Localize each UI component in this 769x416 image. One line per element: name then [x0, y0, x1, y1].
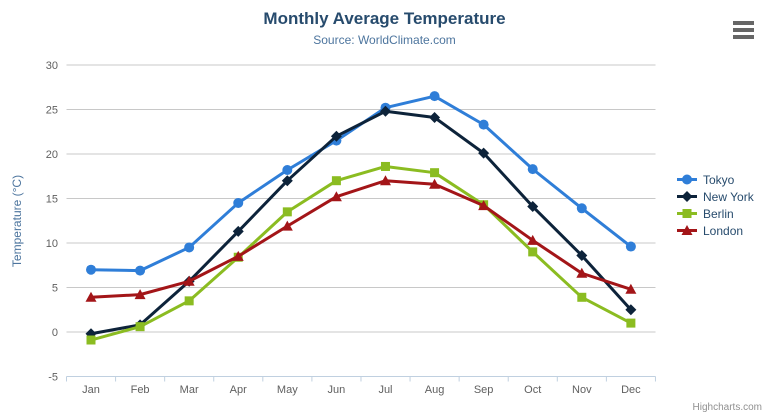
data-point-marker-tokyo[interactable]: [429, 91, 440, 102]
data-point-marker-berlin[interactable]: [282, 207, 292, 217]
data-point-marker-london[interactable]: [478, 200, 490, 211]
data-point-marker-berlin[interactable]: [380, 161, 390, 171]
data-point-marker-new-york[interactable]: [330, 130, 342, 142]
legend-marker-icon: [677, 174, 697, 185]
hamburger-icon[interactable]: [733, 21, 754, 39]
data-point-marker-berlin[interactable]: [86, 335, 96, 345]
x-axis-label: Aug: [425, 384, 445, 396]
credits-link[interactable]: Highcharts.com: [692, 402, 762, 413]
y-axis-tick-label: 0: [52, 327, 58, 339]
hamburger-bar: [733, 21, 754, 25]
data-point-marker-tokyo[interactable]: [478, 119, 489, 130]
chart-title: Monthly Average Temperature: [263, 9, 506, 28]
data-point-marker-london[interactable]: [330, 191, 342, 202]
data-point-marker-tokyo[interactable]: [527, 164, 538, 175]
x-axis-label: Mar: [180, 384, 199, 396]
series-line-berlin: [89, 164, 633, 342]
x-axis-label: Jun: [328, 384, 346, 396]
legend-item-berlin[interactable]: Berlin: [676, 205, 754, 222]
legend-marker-london: [681, 225, 693, 235]
data-point-marker-london[interactable]: [232, 250, 244, 261]
x-axis-label: Feb: [131, 384, 150, 396]
data-point-marker-london[interactable]: [134, 289, 146, 300]
data-point-marker-london[interactable]: [576, 267, 588, 278]
data-point-marker-new-york[interactable]: [625, 304, 637, 316]
legend-marker-icon: [677, 209, 697, 218]
legend-label-tokyo: Tokyo: [703, 172, 735, 187]
data-point-marker-london[interactable]: [625, 283, 637, 294]
series-line-london: [89, 179, 633, 299]
data-point-marker-berlin[interactable]: [577, 292, 587, 302]
data-point-marker-berlin[interactable]: [528, 247, 538, 257]
data-point-marker-new-york[interactable]: [429, 112, 441, 124]
x-axis-label: Oct: [524, 384, 541, 396]
data-point-marker-berlin[interactable]: [430, 168, 440, 178]
data-point-marker-berlin[interactable]: [135, 322, 145, 332]
data-point-marker-tokyo[interactable]: [184, 242, 195, 253]
series-tokyo: [86, 91, 636, 276]
data-point-marker-london[interactable]: [379, 175, 391, 186]
y-axis-tick-label: 15: [46, 194, 58, 206]
data-point-marker-new-york[interactable]: [379, 105, 391, 117]
y-axis-tick-label: 25: [46, 105, 58, 117]
series-new-york: [85, 105, 637, 340]
hamburger-bar: [733, 35, 754, 39]
data-point-marker-new-york[interactable]: [478, 147, 490, 159]
chart-legend: Tokyo New York Berlin London: [676, 171, 754, 239]
legend-marker-tokyo: [682, 174, 692, 185]
legend-label-new-york: New York: [703, 189, 754, 204]
y-axis-tick-label: 20: [46, 149, 58, 161]
x-axis-label: Dec: [621, 384, 641, 396]
legend-label-berlin: Berlin: [703, 206, 734, 221]
series-london: [85, 175, 637, 302]
data-point-marker-tokyo[interactable]: [576, 203, 587, 214]
data-point-marker-berlin[interactable]: [626, 318, 636, 328]
legend-marker-icon: [677, 225, 697, 235]
x-axis-label: Jan: [82, 384, 100, 396]
data-point-marker-new-york[interactable]: [576, 249, 588, 261]
x-axis-label: May: [277, 384, 298, 396]
data-point-marker-tokyo[interactable]: [86, 264, 96, 275]
data-point-marker-tokyo[interactable]: [282, 165, 293, 176]
legend-item-london[interactable]: London: [676, 222, 754, 239]
x-axis-label: Sep: [474, 384, 494, 396]
data-point-marker-tokyo[interactable]: [233, 197, 244, 208]
y-axis-tick-label: 5: [52, 283, 58, 295]
data-point-marker-berlin[interactable]: [331, 176, 341, 186]
y-axis-tick-label: -5: [48, 372, 58, 384]
legend-item-new-york[interactable]: New York: [676, 188, 754, 205]
chart-subtitle: Source: WorldClimate.com: [313, 33, 456, 47]
data-point-marker-new-york[interactable]: [232, 225, 244, 237]
y-axis-tick-label: 30: [46, 60, 58, 72]
data-point-marker-tokyo[interactable]: [135, 265, 146, 276]
hamburger-bar: [733, 28, 754, 32]
data-point-marker-tokyo[interactable]: [625, 241, 636, 252]
legend-marker-berlin: [682, 209, 692, 218]
data-point-marker-london[interactable]: [183, 275, 195, 286]
x-axis-label: Apr: [230, 384, 247, 396]
data-point-marker-london[interactable]: [85, 291, 97, 302]
legend-item-tokyo[interactable]: Tokyo: [676, 171, 754, 188]
data-point-marker-new-york[interactable]: [527, 201, 539, 213]
data-point-marker-london[interactable]: [429, 178, 441, 189]
legend-marker-new-york: [681, 191, 693, 202]
x-axis-label: Nov: [572, 384, 592, 396]
y-axis-tick-label: 10: [46, 238, 58, 250]
x-axis-label: Jul: [378, 384, 392, 396]
series-line-new-york: [89, 109, 633, 336]
legend-label-london: London: [703, 223, 744, 238]
data-point-marker-berlin[interactable]: [184, 296, 194, 306]
data-point-marker-new-york[interactable]: [281, 175, 293, 187]
y-axis-title: Temperature (°C): [10, 175, 24, 267]
legend-marker-icon: [677, 191, 697, 202]
data-point-marker-london[interactable]: [527, 234, 539, 245]
data-point-marker-london[interactable]: [281, 220, 293, 231]
